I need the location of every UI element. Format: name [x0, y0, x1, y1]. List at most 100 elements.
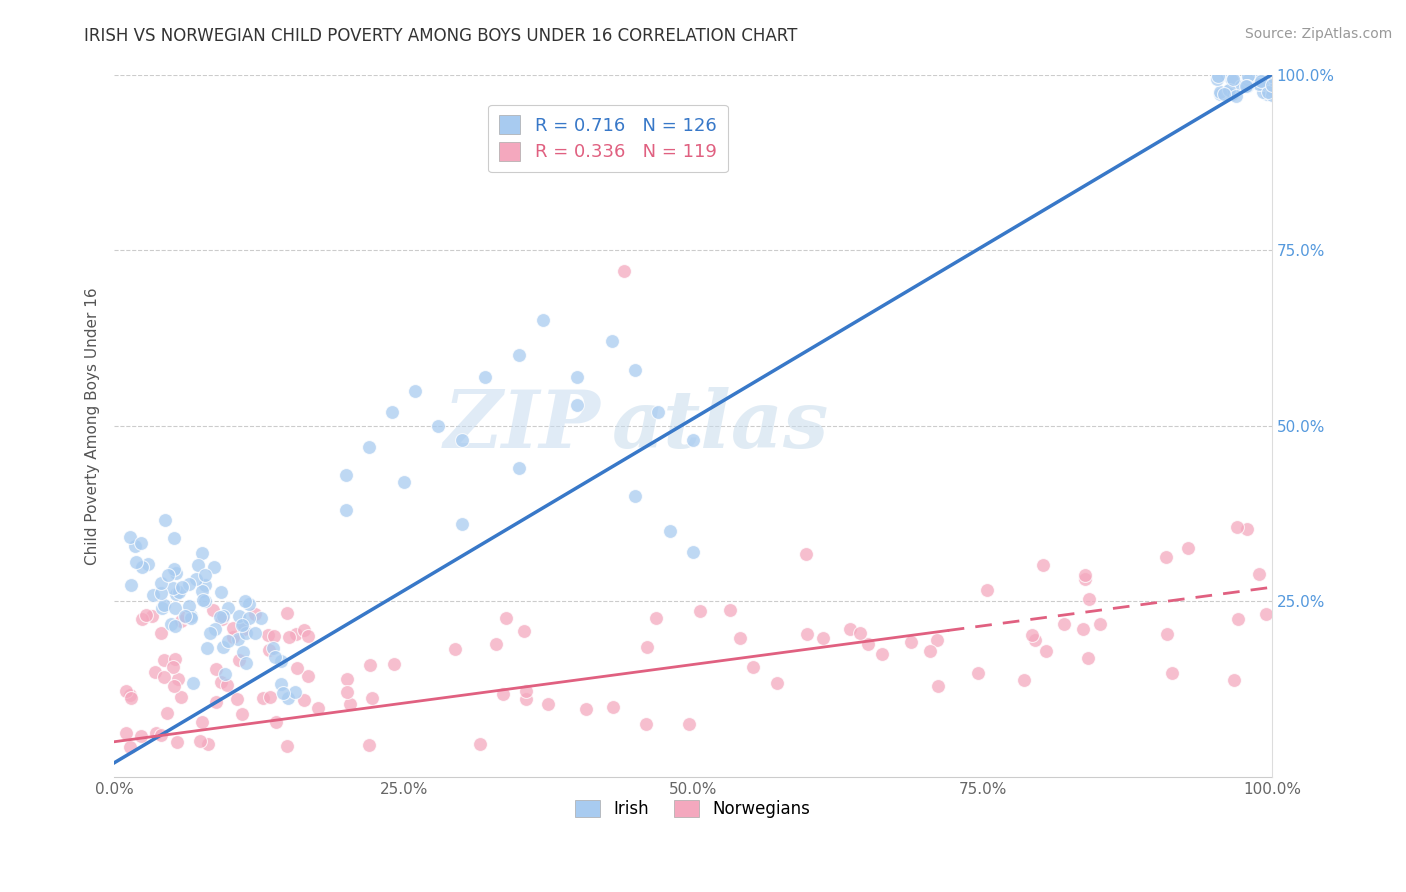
Point [124, 539, 146, 553]
Point [925, 632, 948, 647]
Point [1206, 69, 1229, 83]
Text: atlas: atlas [612, 387, 830, 465]
Point [217, 600, 239, 615]
Point [284, 627, 307, 641]
Point [1071, 622, 1094, 636]
Point [204, 559, 226, 574]
Point [508, 460, 530, 475]
Point [765, 675, 787, 690]
Point [153, 513, 176, 527]
Point [492, 687, 515, 701]
Point [1226, 519, 1249, 533]
Point [263, 629, 285, 643]
Point [624, 362, 647, 376]
Point [382, 657, 405, 672]
Point [245, 625, 267, 640]
Point [194, 568, 217, 582]
Point [209, 674, 232, 689]
Point [115, 726, 138, 740]
Point [468, 737, 491, 751]
Point [156, 706, 179, 721]
Point [335, 503, 357, 517]
Point [1261, 87, 1284, 101]
Point [927, 679, 949, 693]
Point [485, 637, 508, 651]
Point [636, 640, 658, 654]
Point [222, 630, 245, 644]
Point [392, 475, 415, 489]
Point [264, 649, 287, 664]
Point [118, 739, 141, 754]
Point [204, 695, 226, 709]
Point [1014, 673, 1036, 688]
Point [1257, 85, 1279, 99]
Point [231, 707, 253, 722]
Point [188, 734, 211, 748]
Point [149, 626, 172, 640]
Point [177, 577, 200, 591]
Point [848, 626, 870, 640]
Point [292, 624, 315, 638]
Point [181, 676, 204, 690]
Point [1261, 82, 1284, 96]
Point [1024, 633, 1046, 648]
Point [1209, 87, 1232, 101]
Point [444, 641, 467, 656]
Point [1261, 78, 1284, 92]
Point [297, 669, 319, 683]
Point [165, 566, 187, 581]
Point [256, 628, 278, 642]
Point [162, 582, 184, 596]
Point [508, 348, 530, 362]
Point [567, 369, 589, 384]
Point [245, 607, 267, 621]
Point [150, 601, 173, 615]
Point [194, 594, 217, 608]
Point [149, 575, 172, 590]
Point [284, 685, 307, 699]
Point [262, 641, 284, 656]
Point [217, 634, 239, 648]
Text: IRISH VS NORWEGIAN CHILD POVERTY AMONG BOYS UNDER 16 CORRELATION CHART: IRISH VS NORWEGIAN CHILD POVERTY AMONG B… [84, 27, 797, 45]
Point [742, 660, 765, 674]
Point [211, 608, 233, 623]
Point [204, 622, 226, 636]
Point [613, 264, 636, 278]
Point [1237, 73, 1260, 87]
Point [201, 603, 224, 617]
Point [976, 583, 998, 598]
Point [1074, 572, 1097, 586]
Point [1222, 71, 1244, 86]
Point [1154, 550, 1177, 565]
Point [1206, 71, 1229, 86]
Point [1074, 568, 1097, 582]
Point [191, 715, 214, 730]
Point [1220, 73, 1243, 87]
Point [120, 577, 142, 591]
Point [1156, 627, 1178, 641]
Point [232, 617, 254, 632]
Point [339, 697, 361, 711]
Point [336, 672, 359, 686]
Point [1247, 77, 1270, 91]
Point [531, 313, 554, 327]
Point [231, 645, 253, 659]
Point [357, 440, 380, 454]
Point [515, 684, 537, 698]
Point [1177, 541, 1199, 556]
Point [238, 610, 260, 624]
Point [180, 611, 202, 625]
Point [335, 467, 357, 482]
Point [1237, 69, 1260, 83]
Point [129, 729, 152, 743]
Point [689, 604, 711, 618]
Point [1218, 87, 1240, 101]
Y-axis label: Child Poverty Among Boys Under 16: Child Poverty Among Boys Under 16 [86, 287, 100, 565]
Point [1078, 592, 1101, 607]
Point [1230, 79, 1253, 94]
Point [1261, 87, 1284, 102]
Point [191, 546, 214, 560]
Point [634, 716, 657, 731]
Point [270, 654, 292, 668]
Point [145, 726, 167, 740]
